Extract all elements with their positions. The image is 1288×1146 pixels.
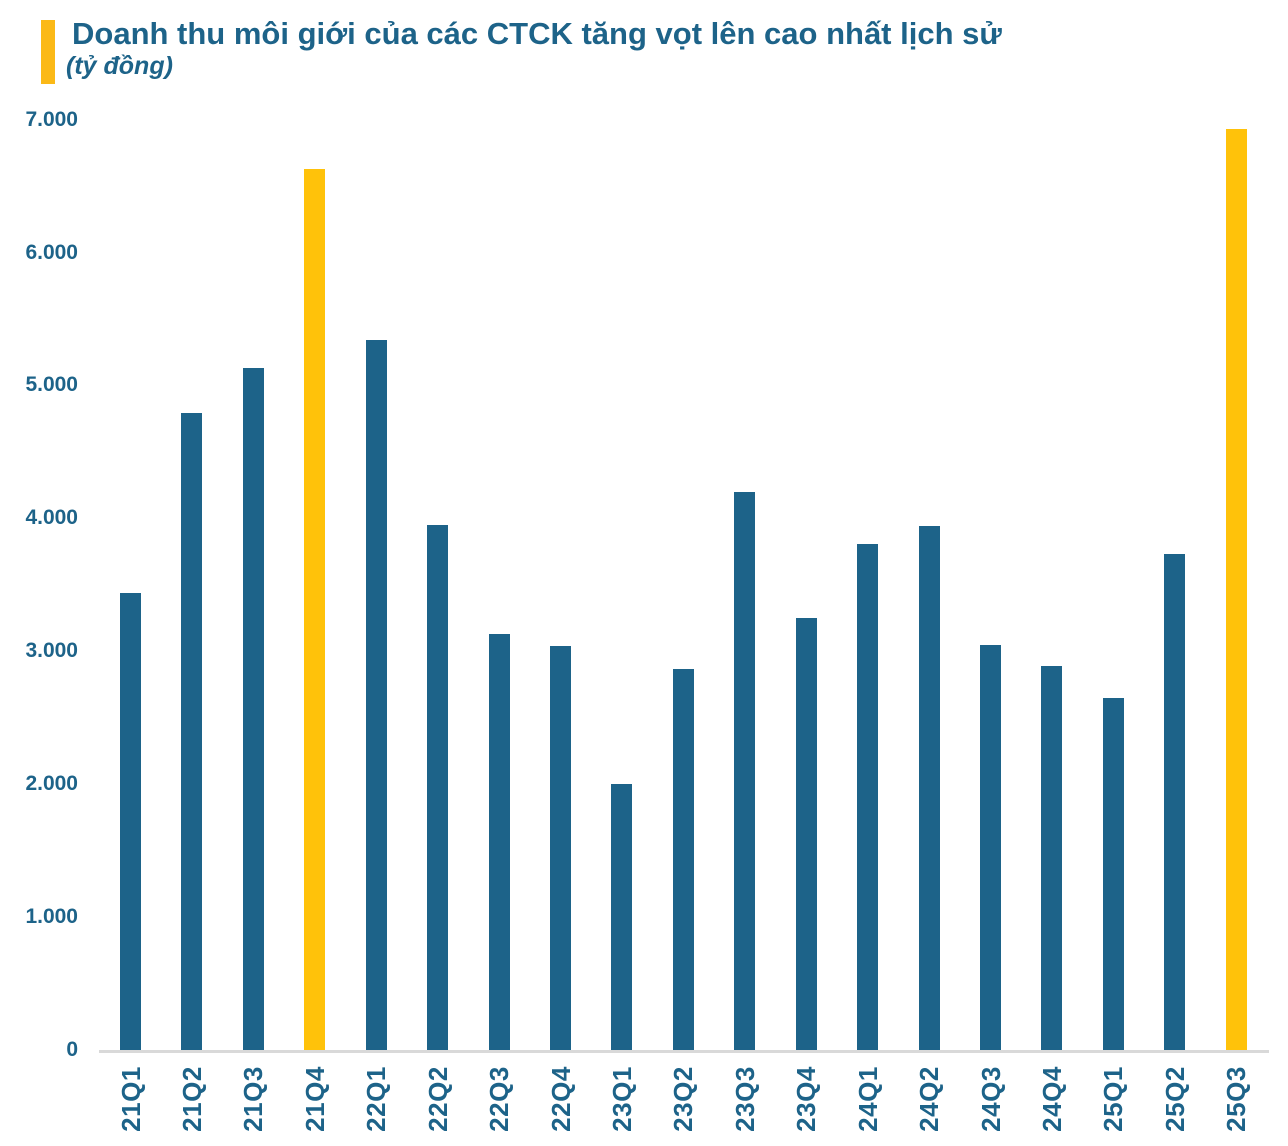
x-axis-tick-label-24Q3: 24Q3 [976,1066,1006,1132]
chart-unit-subtitle: (tỷ đồng) [66,52,173,80]
x-axis-tick-label-23Q2: 23Q2 [668,1066,698,1132]
bar-25Q1 [1103,698,1124,1050]
x-axis-tick-label-21Q4: 21Q4 [300,1066,330,1132]
x-axis-tick-label-22Q4: 22Q4 [546,1066,576,1132]
bar-24Q4 [1041,666,1062,1050]
x-axis-tick-label-22Q1: 22Q1 [361,1066,391,1132]
x-axis-tick-label-21Q2: 21Q2 [177,1066,207,1132]
title-accent-bar [41,20,55,84]
x-axis-tick-label-25Q2: 25Q2 [1160,1066,1190,1132]
x-axis-tick-label-24Q2: 24Q2 [914,1066,944,1132]
y-axis-tick-label: 1.000 [25,905,78,928]
x-axis-tick-label-25Q1: 25Q1 [1098,1066,1128,1132]
x-axis-line [99,1050,1269,1053]
bar-21Q2 [181,413,202,1050]
bar-23Q2 [673,669,694,1050]
bar-21Q1 [120,593,141,1050]
bar-23Q4 [796,618,817,1050]
bar-24Q3 [980,645,1001,1050]
y-axis-tick-label: 2.000 [25,772,78,795]
x-axis-tick-label-21Q3: 21Q3 [238,1066,268,1132]
bar-22Q4 [550,646,571,1050]
x-axis-tick-label-23Q4: 23Q4 [791,1066,821,1132]
y-axis-tick-label: 4.000 [25,506,78,529]
bar-24Q2 [919,526,940,1050]
bar-23Q3 [734,492,755,1050]
x-axis-tick-label-23Q3: 23Q3 [730,1066,760,1132]
x-axis-tick-label-24Q1: 24Q1 [853,1066,883,1132]
bar-22Q1 [366,340,387,1050]
x-axis-tick-label-23Q1: 23Q1 [607,1066,637,1132]
bar-23Q1 [611,784,632,1050]
y-axis-tick-label: 5.000 [25,373,78,396]
y-axis-tick-label: 7.000 [25,108,78,131]
bar-21Q4 [304,169,325,1050]
bar-25Q3 [1226,129,1247,1050]
x-axis-tick-label-25Q3: 25Q3 [1221,1066,1251,1132]
y-axis-tick-label: 3.000 [25,639,78,662]
y-axis-tick-label: 6.000 [25,241,78,264]
bar-22Q2 [427,525,448,1050]
x-axis-tick-label-22Q2: 22Q2 [423,1066,453,1132]
chart-title: Doanh thu môi giới của các CTCK tăng vọt… [72,16,1002,51]
x-axis-tick-label-22Q3: 22Q3 [484,1066,514,1132]
bar-22Q3 [489,634,510,1050]
bar-21Q3 [243,368,264,1050]
x-axis-tick-label-21Q1: 21Q1 [116,1066,146,1132]
y-axis-tick-label: 0 [66,1038,78,1061]
x-axis-tick-label-24Q4: 24Q4 [1037,1066,1067,1132]
bar-24Q1 [857,544,878,1050]
bar-25Q2 [1164,554,1185,1050]
